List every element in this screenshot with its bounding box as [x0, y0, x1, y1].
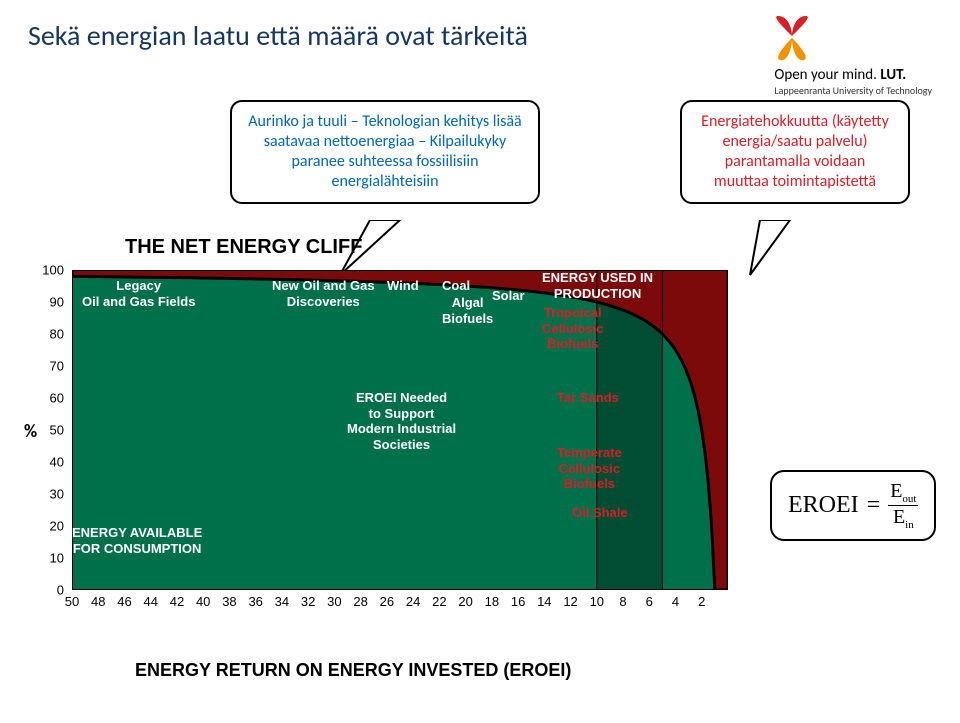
callout-right: Energiatehokkuutta (käytetty energia/saa… [680, 100, 910, 204]
x-tick: 28 [353, 594, 367, 609]
x-tick: 24 [406, 594, 420, 609]
chart-label-tar_sands: Tar Sands [557, 390, 619, 406]
chart-plot-area: Legacy Oil and Gas Fields New Oil and Gas… [72, 270, 728, 590]
net-energy-cliff-chart: % 0102030405060708090100 Legacy Oil and … [28, 270, 728, 620]
chart-label-energy_avail: ENERGY AVAILABLE FOR CONSUMPTION [72, 525, 202, 556]
x-tick: 30 [327, 594, 341, 609]
chart-title: THE NET ENERGY CLIFF [125, 236, 362, 259]
eroei-fraction: Eout Ein [888, 480, 918, 531]
eroei-lhs: EROEI [788, 492, 859, 519]
logo-subtitle: Lappeenranta University of Technology [774, 84, 932, 97]
x-tick: 32 [301, 594, 315, 609]
chart-label-algal: Algal Biofuels [442, 295, 493, 326]
chart-label-legacy: Legacy Oil and Gas Fields [82, 278, 195, 309]
y-tick: 10 [50, 551, 64, 566]
chart-label-wind: Wind [387, 278, 419, 294]
y-tick: 70 [50, 359, 64, 374]
x-axis-title: ENERGY RETURN ON ENERGY INVESTED (EROEI) [135, 660, 571, 681]
x-tick: 38 [222, 594, 236, 609]
chart-label-solar: Solar [492, 288, 525, 304]
infinity-logo-icon [774, 14, 810, 62]
x-tick: 20 [458, 594, 472, 609]
y-tick: 80 [50, 327, 64, 342]
x-tick: 34 [275, 594, 289, 609]
eroei-eq: = [867, 492, 881, 519]
x-tick: 36 [248, 594, 262, 609]
chart-label-coal: Coal [442, 278, 470, 294]
x-tick: 44 [143, 594, 157, 609]
chart-label-oil_shale: Oil Shale [572, 505, 628, 521]
y-axis: 0102030405060708090100 [28, 270, 68, 590]
x-axis: 5048464442403836343230282624222018161412… [72, 590, 728, 620]
eroei-formula: EROEI = Eout Ein [770, 470, 936, 541]
chart-label-energy_used: ENERGY USED IN PRODUCTION [542, 270, 653, 301]
y-tick: 0 [57, 583, 64, 598]
x-tick: 18 [485, 594, 499, 609]
y-tick: 40 [50, 455, 64, 470]
x-tick: 50 [65, 594, 79, 609]
x-tick: 10 [590, 594, 604, 609]
x-tick: 46 [117, 594, 131, 609]
x-tick: 16 [511, 594, 525, 609]
university-logo: Open your mind. LUT. Lappeenranta Univer… [774, 14, 932, 97]
x-tick: 22 [432, 594, 446, 609]
chart-label-temperate: Temperate Cellulosic Biofuels [557, 445, 622, 492]
x-tick: 48 [91, 594, 105, 609]
y-tick: 50 [50, 423, 64, 438]
x-tick: 40 [196, 594, 210, 609]
x-tick: 8 [619, 594, 626, 609]
x-tick: 2 [698, 594, 705, 609]
x-tick: 4 [672, 594, 679, 609]
y-tick: 60 [50, 391, 64, 406]
y-tick: 30 [50, 487, 64, 502]
callout-left: Aurinko ja tuuli – Teknologian kehitys l… [230, 100, 540, 204]
chart-label-eroei_needed: EROEI Needed to Support Modern Industria… [347, 390, 456, 452]
chart-label-tropical: Tropoical Cellulosic Biofuels [542, 305, 603, 352]
callout-right-tail [740, 220, 800, 280]
x-tick: 6 [646, 594, 653, 609]
x-tick: 26 [380, 594, 394, 609]
y-tick: 90 [50, 295, 64, 310]
chart-label-newog: New Oil and Gas Discoveries [272, 278, 375, 309]
x-tick: 42 [170, 594, 184, 609]
x-tick: 12 [563, 594, 577, 609]
logo-tagline: Open your mind. LUT. [774, 66, 932, 84]
y-tick: 20 [50, 519, 64, 534]
y-tick: 100 [42, 263, 64, 278]
x-tick: 14 [537, 594, 551, 609]
page-title: Sekä energian laatu että määrä ovat tärk… [28, 18, 528, 53]
